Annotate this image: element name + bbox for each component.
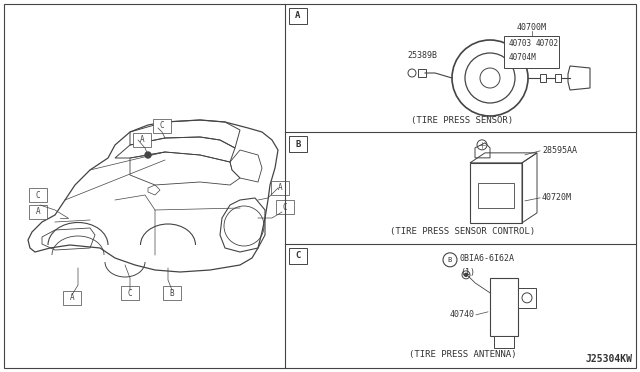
Text: C: C <box>36 190 40 199</box>
Text: B: B <box>448 257 452 263</box>
Text: A: A <box>278 183 282 192</box>
Bar <box>29 205 47 219</box>
Circle shape <box>465 273 467 276</box>
Text: 40702: 40702 <box>536 39 559 48</box>
Bar <box>133 133 151 147</box>
Text: 40720M: 40720M <box>542 193 572 202</box>
Bar <box>478 183 514 208</box>
Text: C: C <box>295 251 301 260</box>
Text: C: C <box>160 122 164 131</box>
Bar <box>490 278 518 336</box>
Text: 40703: 40703 <box>509 39 532 48</box>
Text: (TIRE PRESS SENSOR): (TIRE PRESS SENSOR) <box>412 116 513 125</box>
Text: C: C <box>128 289 132 298</box>
Text: B: B <box>170 289 174 298</box>
Bar <box>470 163 522 223</box>
Text: A: A <box>70 294 74 302</box>
Text: A: A <box>140 135 144 144</box>
Bar <box>276 200 294 214</box>
Text: (TIRE PRESS ANTENNA): (TIRE PRESS ANTENNA) <box>409 350 516 359</box>
Text: (TIRE PRESS SENSOR CONTROL): (TIRE PRESS SENSOR CONTROL) <box>390 227 535 236</box>
Text: A: A <box>295 12 301 20</box>
Circle shape <box>145 152 151 158</box>
Text: 25389B: 25389B <box>407 51 437 61</box>
Bar <box>555 74 561 82</box>
Bar <box>153 119 171 133</box>
Bar <box>518 288 536 308</box>
Text: 40740: 40740 <box>450 310 475 319</box>
Bar <box>289 248 307 264</box>
Text: B: B <box>295 140 301 148</box>
Bar <box>121 286 139 300</box>
Text: 40700M: 40700M <box>516 23 547 32</box>
Text: 40704M: 40704M <box>509 54 537 62</box>
Text: 0BIA6-6I62A: 0BIA6-6I62A <box>460 254 515 263</box>
Bar <box>271 181 289 195</box>
Text: (1): (1) <box>460 268 475 278</box>
Text: C: C <box>283 202 287 212</box>
Text: A: A <box>36 208 40 217</box>
Bar <box>289 8 307 24</box>
Text: J25304KW: J25304KW <box>585 354 632 364</box>
Bar <box>29 188 47 202</box>
Bar <box>540 74 546 82</box>
Text: 28595AA: 28595AA <box>542 146 577 155</box>
Bar <box>494 336 514 348</box>
Bar <box>418 69 426 77</box>
Bar <box>289 136 307 152</box>
Bar <box>63 291 81 305</box>
Bar <box>504 36 559 68</box>
Bar <box>163 286 181 300</box>
